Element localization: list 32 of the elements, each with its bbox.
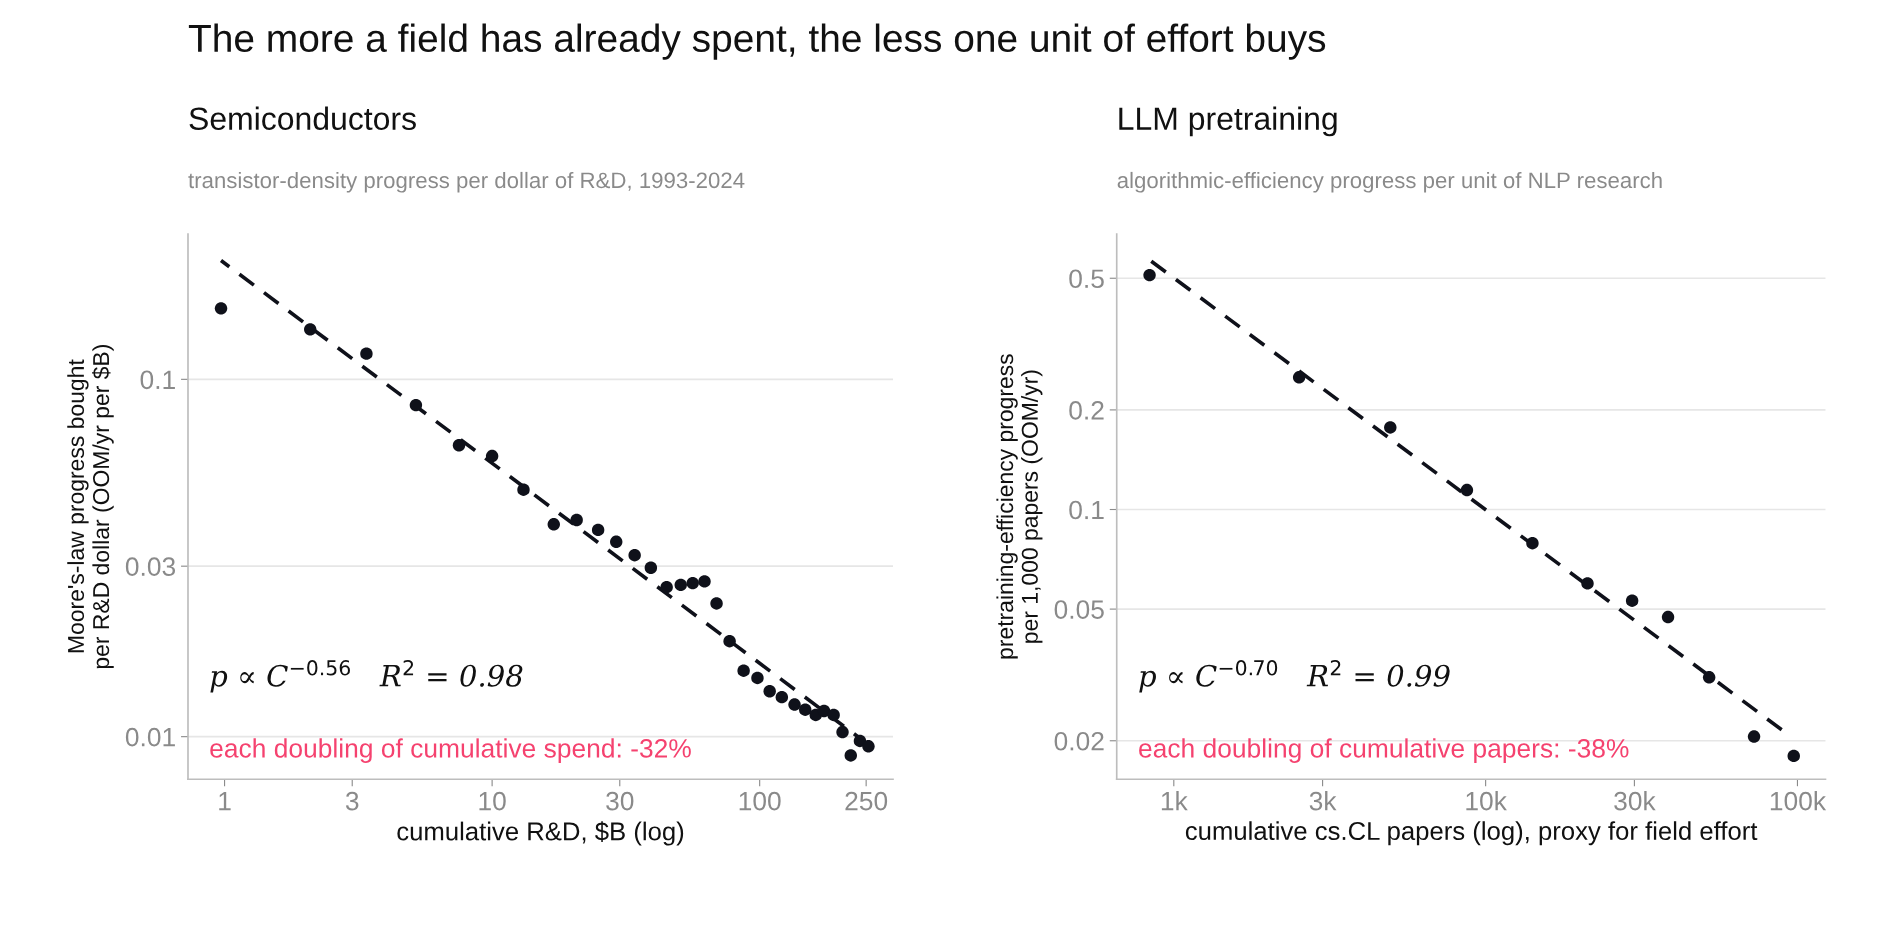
y-tick-label: 0.1 xyxy=(1069,500,1104,520)
y-tick-label: 0.2 xyxy=(1069,401,1104,420)
annotation: each doubling of cumulative spend: -32% xyxy=(210,738,691,763)
y-tick-label: 0.05 xyxy=(1054,600,1104,619)
x-tick-label: 30k xyxy=(1614,791,1656,811)
x-tick-label: 100 xyxy=(739,791,781,811)
text: The more a field has already spent, the less one unit of effort buys xyxy=(188,23,1326,60)
text: p ∝ C$^{−0.56}$ R$^{2}$ = 0.98 xyxy=(210,660,523,693)
y-tick-label: 0.02 xyxy=(1054,731,1104,751)
chart-title: Semiconductors xyxy=(189,106,416,131)
x-tick-label: 10k xyxy=(1466,791,1507,811)
x-tick-label: 100k xyxy=(1770,791,1827,811)
text: p ∝ C$^{−0.70}$ R$^{2}$ = 0.99 xyxy=(1139,660,1450,693)
y-tick-label: 0.1 xyxy=(140,370,175,390)
y-tick-label: 0.01 xyxy=(125,727,175,747)
x-tick-label: 1 xyxy=(219,792,231,811)
y-axis-title: pretraining-efficiency progress per 1,000 papers (OOM/yr) xyxy=(996,354,1043,659)
x-tick-label: 30 xyxy=(606,791,634,811)
x-tick-label: 10 xyxy=(479,791,506,811)
chart-subtitle: transistor-density progress per dollar of R&D, 1993-2024 xyxy=(188,171,745,193)
x-axis-title: cumulative cs.CL papers (log), proxy for field effort xyxy=(1185,821,1758,846)
chart-title: LLM pretraining xyxy=(1119,106,1337,137)
x-axis-title: cumulative R&D, $B (log) xyxy=(397,821,684,846)
x-tick-label: 3 xyxy=(345,791,359,811)
chart-subtitle: algorithmic-efficiency progress per unit of NLP research xyxy=(1117,171,1662,193)
x-tick-label: 3k xyxy=(1309,791,1337,811)
y-tick-label: 0.5 xyxy=(1069,269,1104,289)
x-tick-label: 1k xyxy=(1161,791,1188,811)
x-tick-label: 250 xyxy=(845,791,888,811)
y-tick-label: 0.03 xyxy=(125,557,176,576)
y-axis-title: Moore's-law progress bought per R&D dollar (OOM/yr per $B) xyxy=(67,345,114,669)
annotation: each doubling of cumulative papers: -38% xyxy=(1139,738,1629,763)
